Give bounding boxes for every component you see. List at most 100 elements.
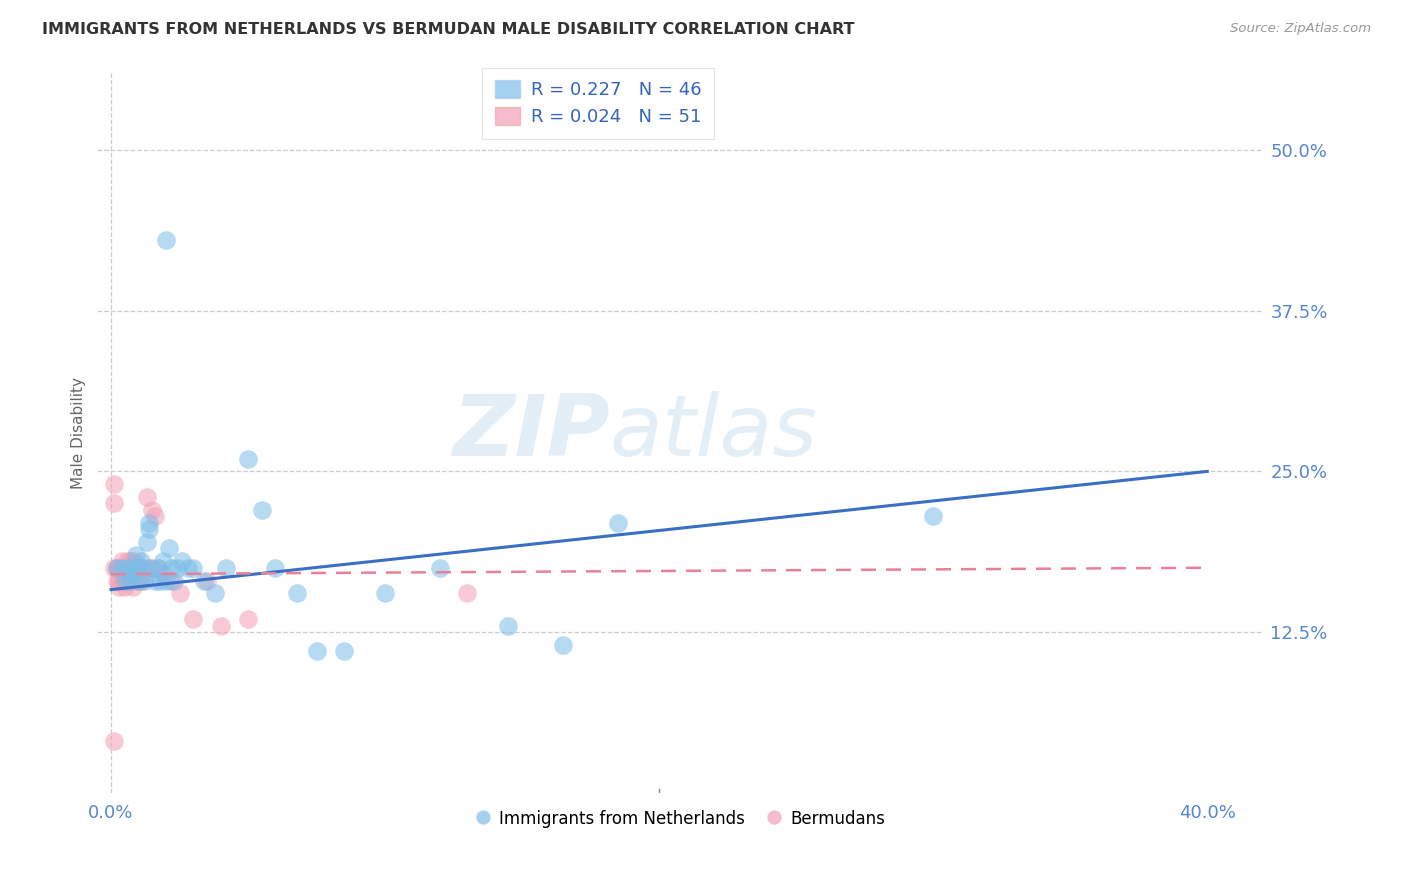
Point <box>125 548 148 562</box>
Point <box>111 567 134 582</box>
Point <box>108 560 131 574</box>
Point <box>374 586 396 600</box>
Text: atlas: atlas <box>610 392 818 475</box>
Point <box>114 580 136 594</box>
Point <box>204 586 226 600</box>
Point <box>125 560 148 574</box>
Legend: Immigrants from Netherlands, Bermudans: Immigrants from Netherlands, Bermudans <box>468 804 891 835</box>
Point <box>160 574 183 588</box>
Point <box>146 560 169 574</box>
Point <box>264 560 287 574</box>
Point <box>117 560 139 574</box>
Point <box>105 560 128 574</box>
Point <box>120 574 142 588</box>
Point <box>103 477 125 491</box>
Point <box>127 574 149 588</box>
Point <box>120 567 142 582</box>
Point <box>195 574 218 588</box>
Point <box>607 516 630 530</box>
Point <box>135 490 157 504</box>
Point <box>250 503 273 517</box>
Point <box>122 554 145 568</box>
Point <box>132 567 155 582</box>
Point <box>132 574 155 588</box>
Point <box>163 574 186 588</box>
Point <box>146 560 169 574</box>
Point <box>114 574 136 588</box>
Text: IMMIGRANTS FROM NETHERLANDS VS BERMUDAN MALE DISABILITY CORRELATION CHART: IMMIGRANTS FROM NETHERLANDS VS BERMUDAN … <box>42 22 855 37</box>
Point <box>132 560 155 574</box>
Point <box>114 574 136 588</box>
Point <box>138 516 160 530</box>
Point <box>129 560 152 574</box>
Point <box>111 560 134 574</box>
Point <box>209 618 232 632</box>
Point <box>127 574 149 588</box>
Point <box>152 554 174 568</box>
Point <box>333 644 356 658</box>
Point <box>111 554 134 568</box>
Y-axis label: Male Disability: Male Disability <box>72 376 86 489</box>
Point <box>120 554 142 568</box>
Point <box>103 734 125 748</box>
Point <box>108 560 131 574</box>
Point <box>141 560 163 574</box>
Point <box>105 574 128 588</box>
Point <box>236 612 259 626</box>
Point <box>105 560 128 574</box>
Point <box>155 233 177 247</box>
Point <box>111 574 134 588</box>
Point <box>498 618 520 632</box>
Point <box>305 644 328 658</box>
Point <box>127 560 149 574</box>
Point <box>127 574 149 588</box>
Point <box>111 560 134 574</box>
Point <box>429 560 451 574</box>
Point <box>125 567 148 582</box>
Point <box>103 560 125 574</box>
Point <box>160 560 183 574</box>
Point <box>117 560 139 574</box>
Point <box>143 509 166 524</box>
Point <box>155 574 177 588</box>
Point <box>215 560 238 574</box>
Point <box>172 554 194 568</box>
Point <box>117 554 139 568</box>
Point <box>129 574 152 588</box>
Point <box>120 574 142 588</box>
Text: ZIP: ZIP <box>453 392 610 475</box>
Point <box>141 503 163 517</box>
Point <box>922 509 945 524</box>
Point <box>553 638 575 652</box>
Text: Source: ZipAtlas.com: Source: ZipAtlas.com <box>1230 22 1371 36</box>
Point <box>114 560 136 574</box>
Point <box>138 522 160 536</box>
Point <box>152 567 174 582</box>
Point <box>122 560 145 574</box>
Point <box>108 574 131 588</box>
Point <box>456 586 478 600</box>
Point <box>120 560 142 574</box>
Point <box>135 560 157 574</box>
Point <box>117 574 139 588</box>
Point <box>181 560 204 574</box>
Point <box>149 574 172 588</box>
Point <box>105 560 128 574</box>
Point <box>127 560 149 574</box>
Point <box>157 541 180 556</box>
Point <box>143 574 166 588</box>
Point <box>135 535 157 549</box>
Point <box>129 554 152 568</box>
Point <box>108 580 131 594</box>
Point <box>103 496 125 510</box>
Point <box>236 451 259 466</box>
Point <box>177 560 200 574</box>
Point <box>181 612 204 626</box>
Point <box>117 560 139 574</box>
Point <box>138 560 160 574</box>
Point <box>122 560 145 574</box>
Point <box>120 567 142 582</box>
Point <box>166 560 188 574</box>
Point <box>287 586 309 600</box>
Point <box>125 567 148 582</box>
